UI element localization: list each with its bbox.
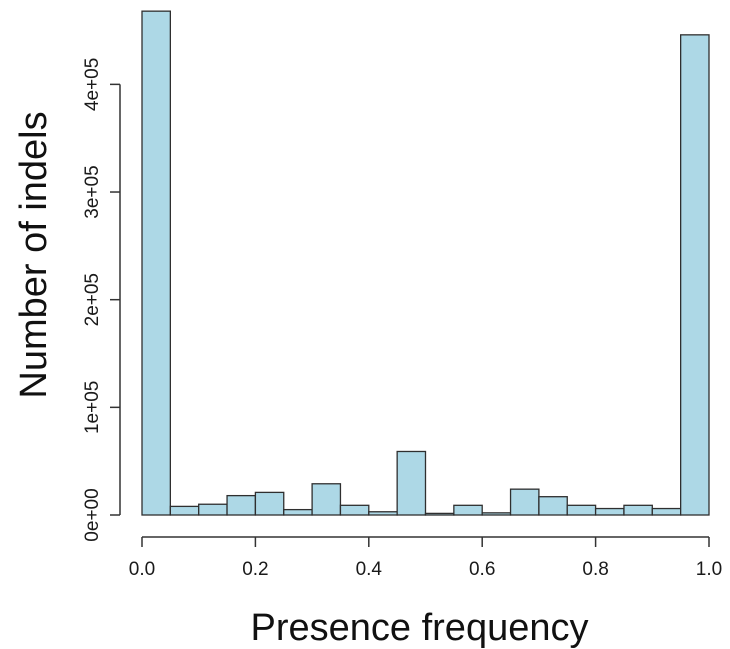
histogram-bar xyxy=(509,488,540,516)
histogram-bar xyxy=(623,504,653,516)
histogram-bar xyxy=(538,496,568,516)
histogram-bar xyxy=(368,511,398,516)
x-tick-label: 1.0 xyxy=(696,559,722,580)
x-tick-label: 0.4 xyxy=(356,559,383,580)
y-tick-label: 3e+05 xyxy=(82,165,103,218)
histogram-bar xyxy=(651,507,682,516)
y-tick-label: 1e+05 xyxy=(82,381,103,434)
histogram-bar xyxy=(424,512,455,516)
histogram-bar xyxy=(141,10,172,516)
histogram-bar xyxy=(283,508,313,516)
y-tick-label: 2e+05 xyxy=(82,273,103,326)
x-tick-label: 0.6 xyxy=(469,559,495,580)
y-axis-title: Number of indels xyxy=(13,111,55,398)
histogram-bar xyxy=(254,491,285,516)
histogram-bar xyxy=(198,503,228,516)
histogram-bar xyxy=(680,34,710,516)
y-axis: 0e+00 1e+05 2e+05 3e+05 4e+05 xyxy=(82,58,121,542)
histogram-bars xyxy=(141,10,710,516)
y-tick-label: 0e+00 xyxy=(82,488,103,541)
x-axis-title: Presence frequency xyxy=(251,607,589,649)
histogram-bar xyxy=(311,483,342,516)
histogram-bar xyxy=(566,504,597,516)
histogram-bar xyxy=(339,504,370,516)
x-tick-label: 0.2 xyxy=(242,559,268,580)
histogram-bar xyxy=(481,512,512,516)
histogram-bar xyxy=(594,507,625,516)
histogram-bar xyxy=(396,450,427,516)
x-axis: 0.0 0.2 0.4 0.6 0.8 1.0 xyxy=(129,536,722,580)
histogram-bar xyxy=(169,505,200,516)
x-tick-label: 0.0 xyxy=(129,559,155,580)
y-tick-label: 4e+05 xyxy=(82,58,103,111)
x-tick-label: 0.8 xyxy=(582,559,608,580)
histogram-bar xyxy=(453,504,483,516)
histogram-bar xyxy=(226,494,257,516)
